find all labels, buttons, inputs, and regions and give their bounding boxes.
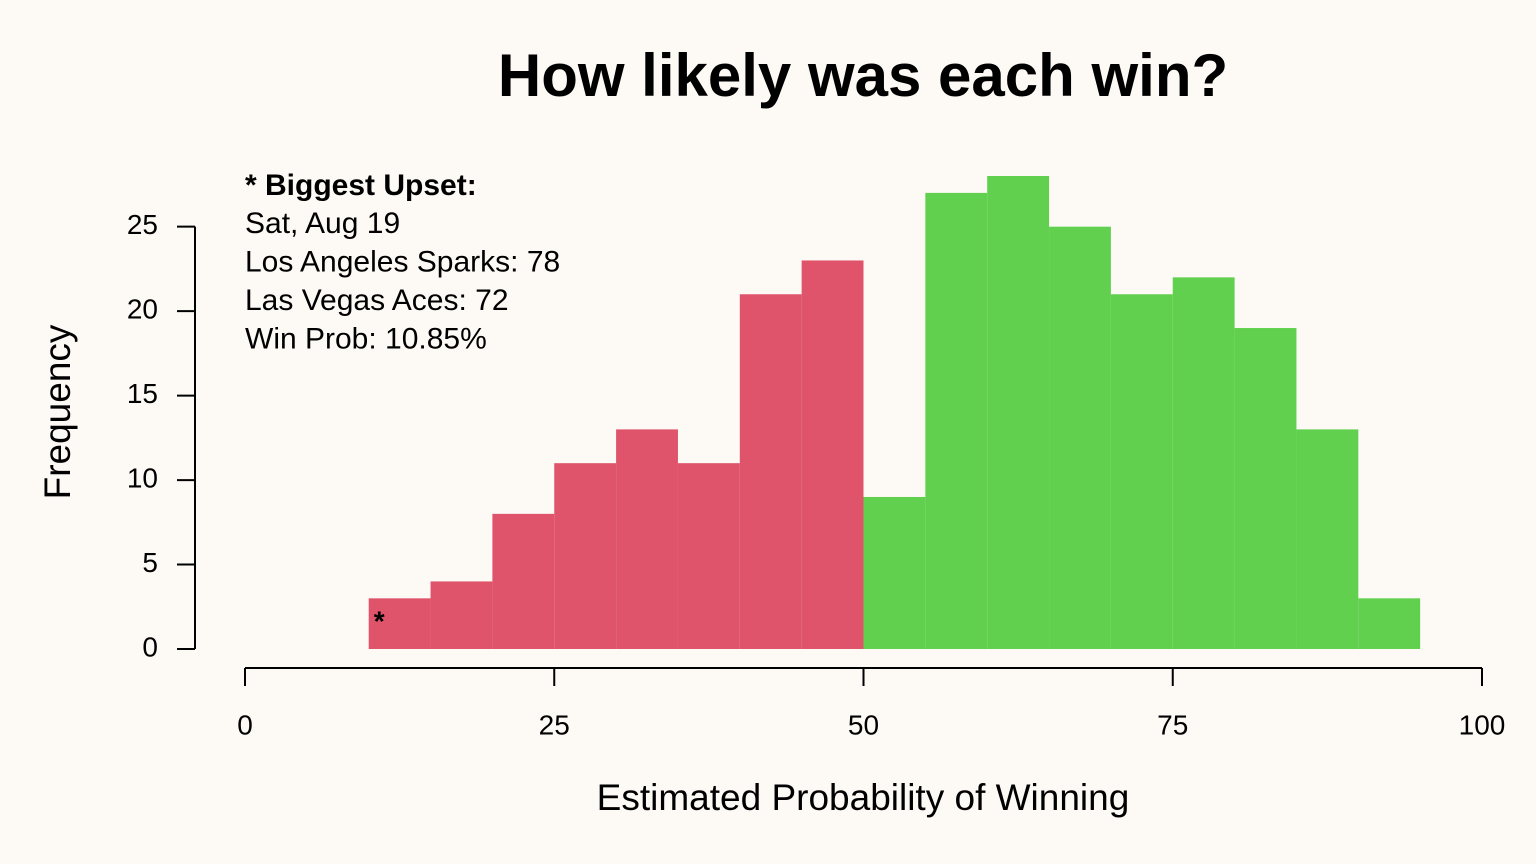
y-tick-label: 25 [127,209,158,240]
bar [1296,429,1359,649]
bar [925,192,988,649]
bar [987,176,1050,649]
bar [739,294,802,649]
y-tick-label: 20 [127,294,158,325]
bar [863,496,926,649]
bar [492,513,555,649]
x-axis-label: Estimated Probability of Winning [597,777,1130,818]
bar [616,429,678,649]
bar [368,598,431,649]
bar [1172,277,1235,649]
annotation-line: Las Vegas Aces: 72 [245,284,509,317]
annotation-heading: * Biggest Upset: [245,169,477,202]
bar [1358,598,1421,649]
y-tick-label: 10 [127,462,158,493]
upset-marker: * [374,606,385,637]
bar [1110,294,1173,649]
bar [554,463,617,649]
y-axis-label: Frequency [37,324,78,499]
annotation-line: Los Angeles Sparks: 78 [245,245,560,278]
bar [1049,226,1111,649]
bar [801,260,864,649]
chart-title: How likely was each win? [498,42,1228,109]
x-tick-label: 50 [848,709,879,740]
bar [677,463,740,649]
annotation-line: Sat, Aug 19 [245,207,400,240]
y-tick-label: 5 [142,547,158,578]
x-tick-label: 0 [237,709,253,740]
x-tick-label: 25 [539,709,570,740]
bar [1234,328,1297,649]
y-tick-label: 15 [127,378,158,409]
annotation-line: Win Prob: 10.85% [245,322,487,355]
bar [430,581,493,649]
x-tick-label: 100 [1459,709,1506,740]
y-tick-label: 0 [142,631,158,662]
x-tick-label: 75 [1157,709,1188,740]
